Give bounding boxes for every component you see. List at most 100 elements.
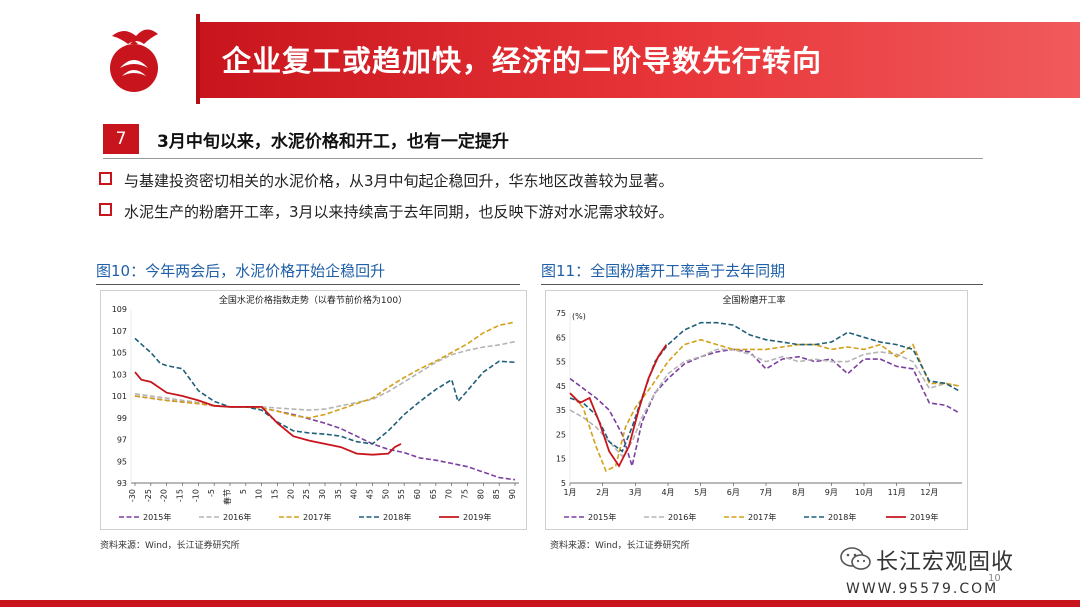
x-tick-label: 7月 xyxy=(759,488,772,497)
legend-label: 2018年 xyxy=(828,512,856,522)
x-tick-label: -10 xyxy=(191,489,200,502)
wechat-icon xyxy=(840,546,872,576)
series-line xyxy=(134,371,402,456)
y-tick-label: 35 xyxy=(556,406,566,415)
website-url[interactable]: WWW.95579.COM xyxy=(846,581,999,597)
x-tick-label: 10 xyxy=(255,489,264,499)
y-axis-unit: (%) xyxy=(572,312,586,321)
x-tick-label: 30 xyxy=(318,489,327,499)
caption-rule xyxy=(96,284,520,285)
x-tick-label: 90 xyxy=(508,489,517,499)
legend-label: 2017年 xyxy=(748,512,776,522)
x-tick-label: -15 xyxy=(176,489,185,502)
legend-label: 2015年 xyxy=(143,512,171,522)
legend-label: 2015年 xyxy=(588,512,616,522)
chart-panel-grinding-rate: 全国粉磨开工率 (%) 5 15 25 35 45 55 65 75 1月 2月 3月 4月 5月 6月… xyxy=(545,290,968,530)
bottom-bar xyxy=(0,600,1080,607)
legend-label: 2017年 xyxy=(303,512,331,522)
y-tick-label: 75 xyxy=(556,309,566,318)
figure-caption: 图11：全国粉磨开工率高于去年同期 xyxy=(541,262,786,280)
x-tick-label: 2月 xyxy=(596,488,609,497)
y-tick-label: 99 xyxy=(117,414,127,423)
section-divider xyxy=(103,158,983,159)
series-line xyxy=(134,340,516,411)
x-tick-label: 50 xyxy=(381,489,390,499)
figure-caption: 图10：今年两会后，水泥价格开始企稳回升 xyxy=(96,262,386,280)
series-line xyxy=(569,338,959,473)
x-tick-label: 80 xyxy=(476,489,485,499)
title-banner xyxy=(195,22,1080,98)
legend-label: 2018年 xyxy=(383,512,411,522)
y-tick-label: 5 xyxy=(561,479,566,488)
bullet-square-icon xyxy=(99,172,112,185)
bullet-square-icon xyxy=(99,203,112,216)
company-logo-icon xyxy=(110,29,158,92)
x-tick-label: 45 xyxy=(366,489,375,499)
page-number: 10 xyxy=(988,573,1001,584)
x-tick-label: 15 xyxy=(271,489,280,499)
y-tick-label: 97 xyxy=(117,436,127,445)
bullet-text: 与基建投资密切相关的水泥价格，从3月中旬起企稳回升，华东地区改善较为显著。 xyxy=(124,172,674,190)
series-line xyxy=(569,348,959,458)
x-tick-label: 5月 xyxy=(694,488,707,497)
logo xyxy=(72,14,200,104)
caption-rule xyxy=(541,284,983,285)
section-number: 7 xyxy=(103,124,139,154)
bullet-item: 水泥生产的粉磨开工率，3月以来持续高于去年同期，也反映下游对水泥需求较好。 xyxy=(99,201,674,222)
x-tick-label: 3月 xyxy=(629,488,642,497)
chart-title: 全国粉磨开工率 xyxy=(722,294,785,306)
y-tick-label: 101 xyxy=(112,392,127,401)
y-tick-label: 105 xyxy=(112,349,127,358)
x-tick-label: 60 xyxy=(413,489,422,499)
series-line xyxy=(569,321,960,453)
series-line xyxy=(569,344,668,468)
y-tick-label: 93 xyxy=(117,479,127,488)
source-note: 资料来源：Wind，长江证券研究所 xyxy=(550,541,690,551)
y-tick-label: 45 xyxy=(556,382,566,391)
x-tick-label: 35 xyxy=(334,489,343,499)
cement-price-chart: 全国水泥价格指数走势（以春节前价格为100） 93959799101103105… xyxy=(112,294,519,522)
x-tick-label: 1月 xyxy=(563,488,576,497)
legend-label: 2016年 xyxy=(223,512,251,522)
x-tick-label: 55 xyxy=(397,489,406,499)
x-tick-label: -5 xyxy=(207,489,216,497)
page-title: 企业复工或趋加快，经济的二阶导数先行转向 xyxy=(222,44,823,78)
y-tick-label: 15 xyxy=(556,455,566,464)
x-tick-label: -30 xyxy=(128,489,137,502)
bullet-item: 与基建投资密切相关的水泥价格，从3月中旬起企稳回升，华东地区改善较为显著。 xyxy=(99,170,674,191)
brand-name: 长江宏观固收 xyxy=(876,550,1015,575)
y-tick-label: 109 xyxy=(112,305,127,314)
x-tick-label: 8月 xyxy=(792,488,805,497)
bullet-text: 水泥生产的粉磨开工率，3月以来持续高于去年同期，也反映下游对水泥需求较好。 xyxy=(124,203,674,221)
x-tick-label: 70 xyxy=(445,489,454,499)
series-line xyxy=(134,337,516,445)
chart-title: 全国水泥价格指数走势（以春节前价格为100） xyxy=(219,294,407,306)
series-line xyxy=(134,321,516,419)
legend-label: 2019年 xyxy=(463,512,491,522)
x-tick-label: 65 xyxy=(429,489,438,499)
y-tick-label: 103 xyxy=(112,370,127,379)
x-tick-label: 9月 xyxy=(825,488,838,497)
x-tick-label: 20 xyxy=(286,489,295,499)
y-tick-label: 107 xyxy=(112,327,127,336)
section-title: 3月中旬以来，水泥价格和开工，也有一定提升 xyxy=(157,132,509,152)
x-tick-label: 85 xyxy=(492,489,501,499)
y-tick-label: 95 xyxy=(117,457,127,466)
x-tick-label: 12月 xyxy=(920,488,938,497)
x-tick-label: 10月 xyxy=(855,488,873,497)
y-tick-label: 55 xyxy=(556,358,566,367)
x-tick-label: 25 xyxy=(302,489,311,499)
x-tick-label: 75 xyxy=(461,489,470,499)
y-tick-label: 25 xyxy=(556,430,566,439)
x-tick-label: -20 xyxy=(160,489,169,502)
x-tick-label: 5 xyxy=(239,489,248,494)
legend-label: 2016年 xyxy=(668,512,696,522)
chart-panel-cement-price: 全国水泥价格指数走势（以春节前价格为100） 93 95 97 99 101 103 105… xyxy=(100,290,527,530)
x-tick-label: 6月 xyxy=(727,488,740,497)
source-note: 资料来源：Wind，长江证券研究所 xyxy=(100,541,240,551)
header: 企业复工或趋加快，经济的二阶导数先行转向 xyxy=(0,0,1080,118)
x-tick-label: 11月 xyxy=(888,488,906,497)
x-tick-label: -25 xyxy=(144,489,153,502)
series-line xyxy=(569,348,960,470)
x-tick-label: 4月 xyxy=(661,488,674,497)
